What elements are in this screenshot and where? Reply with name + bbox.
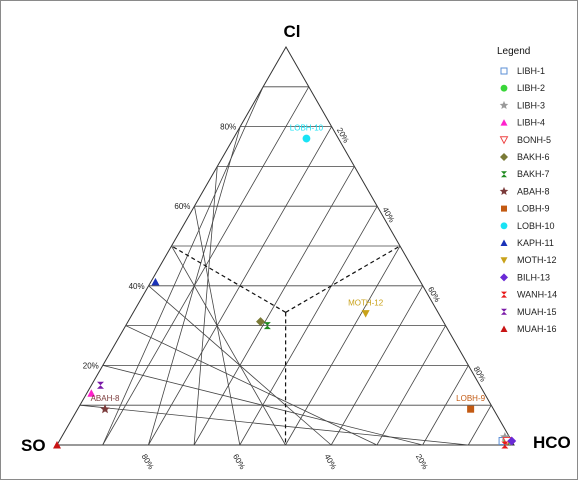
- legend-label-lobh-9: LOBH-9: [517, 204, 550, 214]
- grid-line: [377, 326, 446, 445]
- tick-label-right: 40%: [380, 206, 396, 224]
- legend-marker-moth-12: [501, 257, 508, 264]
- legend-label-libh-1: LIBH-1: [517, 66, 545, 76]
- legend-label-bakh-6: BAKH-6: [517, 152, 550, 162]
- legend-label-abah-8: ABAH-8: [517, 186, 550, 196]
- vertex-label-right: HCO: [533, 433, 571, 452]
- tick-label-right: 60%: [426, 285, 442, 303]
- legend-title: Legend: [497, 46, 530, 57]
- legend-marker-lobh-9: [501, 206, 507, 212]
- tick-label-left: 20%: [83, 361, 99, 370]
- legend-marker-bonh-5: [501, 137, 508, 144]
- legend-marker-abah-8: [500, 187, 509, 195]
- legend-label-kaph-11: KAPH-11: [517, 238, 554, 248]
- point-lobh-10: [303, 135, 311, 143]
- tick-label-left: 40%: [129, 282, 145, 291]
- point-lobh-9: [467, 406, 474, 413]
- legend-label-libh-3: LIBH-3: [517, 100, 545, 110]
- legend-marker-bakh-6: [500, 153, 508, 161]
- grid-line: [172, 246, 286, 445]
- point-label-lobh-9: LOBH-9: [456, 394, 485, 403]
- tick-label-bottom: 20%: [414, 453, 430, 471]
- grid-line: [126, 326, 377, 445]
- legend-label-libh-4: LIBH-4: [517, 118, 545, 128]
- vertex-label-top: Cl: [284, 22, 301, 41]
- classification-line: [172, 246, 286, 312]
- legend-marker-bilh-13: [500, 273, 508, 281]
- point-moth-12: [362, 310, 370, 318]
- legend-marker-lobh-10: [501, 222, 508, 229]
- legend-marker-libh-4: [501, 119, 508, 126]
- legend-label-bilh-13: BILH-13: [517, 272, 550, 282]
- point-label-abah-8: ABAH-8: [91, 394, 120, 403]
- tick-label-bottom: 60%: [231, 453, 247, 471]
- legend-marker-libh-3: [500, 101, 509, 109]
- legend-label-bakh-7: BAKH-7: [517, 169, 550, 179]
- tick-label-right: 20%: [335, 126, 351, 144]
- point-label-moth-12: MOTH-12: [348, 299, 384, 308]
- legend-marker-kaph-11: [501, 240, 508, 247]
- legend: Legend LIBH-1 LIBH-2 LIBH-3 LIBH-4 BONH-5 BAK…: [497, 46, 557, 334]
- legend-marker-bakh-7: [501, 171, 507, 177]
- tick-label-left: 80%: [220, 123, 236, 132]
- legend-marker-wanh-14: [501, 292, 507, 298]
- legend-marker-libh-2: [501, 85, 508, 92]
- tick-label-right: 80%: [472, 365, 488, 383]
- legend-label-muah-16: MUAH-16: [517, 324, 557, 334]
- legend-label-wanh-14: WANH-14: [517, 290, 557, 300]
- legend-label-libh-2: LIBH-2: [517, 83, 545, 93]
- tick-label-bottom: 40%: [322, 453, 338, 471]
- tick-label-bottom: 80%: [140, 453, 156, 471]
- grid-line: [80, 405, 468, 445]
- legend-label-lobh-10: LOBH-10: [517, 221, 555, 231]
- vertex-label-left: SO: [21, 436, 46, 455]
- legend-label-bonh-5: BONH-5: [517, 135, 551, 145]
- legend-marker-muah-16: [501, 326, 508, 333]
- legend-label-moth-12: MOTH-12: [517, 255, 557, 265]
- legend-label-muah-15: MUAH-15: [517, 307, 557, 317]
- point-label-lobh-10: LOBH-10: [290, 124, 324, 133]
- tick-label-left: 60%: [174, 202, 190, 211]
- point-muah-15: [97, 382, 104, 389]
- legend-marker-libh-1: [501, 68, 507, 74]
- legend-marker-muah-15: [501, 309, 507, 315]
